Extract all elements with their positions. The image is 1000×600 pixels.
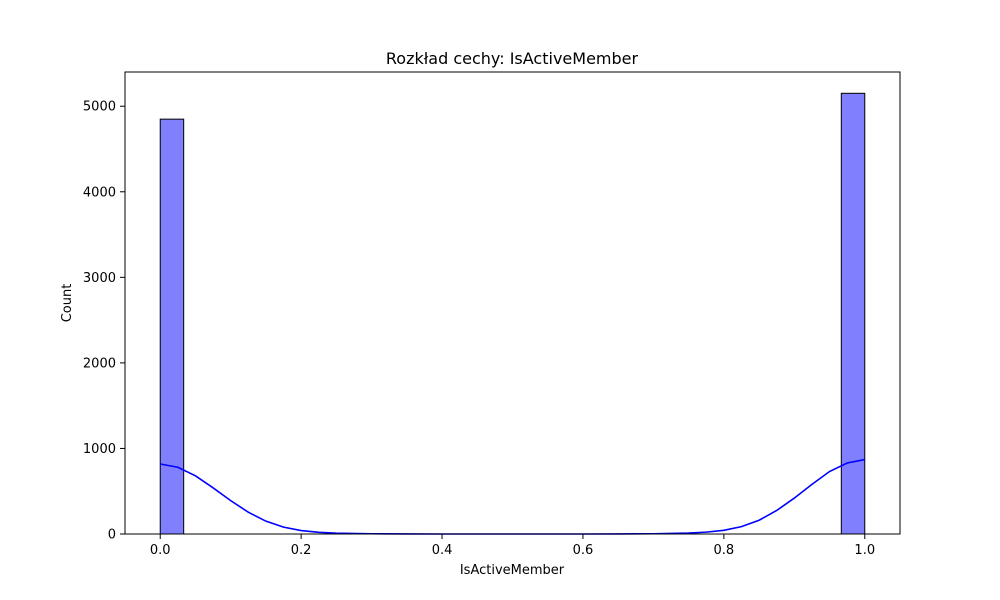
y-tick-label: 4000 xyxy=(83,185,116,200)
x-axis-ticks: 0.0 0.2 0.4 0.6 0.8 1.0 xyxy=(150,534,875,558)
x-tick-label: 0.6 xyxy=(573,543,594,558)
histogram-bar-1 xyxy=(840,92,866,535)
x-tick-label: 0.8 xyxy=(714,543,735,558)
x-axis-label: IsActiveMember xyxy=(460,563,565,578)
plot-frame xyxy=(124,71,901,535)
y-axis-label: Count xyxy=(60,284,75,323)
x-tick-label: 0.0 xyxy=(150,543,171,558)
kde-line xyxy=(160,458,865,535)
x-tick-label: 1.0 xyxy=(854,543,875,558)
x-tick-label: 0.2 xyxy=(291,543,312,558)
histogram-bar-0 xyxy=(159,118,185,535)
kde-layer xyxy=(160,458,865,535)
y-axis-ticks: 0 1000 2000 3000 4000 5000 xyxy=(83,100,125,543)
y-tick-label: 0 xyxy=(108,528,116,543)
chart-title: Rozkład cechy: IsActiveMember xyxy=(386,49,639,68)
x-tick-label: 0.4 xyxy=(432,543,453,558)
y-tick-label: 3000 xyxy=(83,271,116,286)
y-tick-label: 1000 xyxy=(83,442,116,457)
bars-layer xyxy=(159,92,866,535)
y-tick-label: 5000 xyxy=(83,100,116,115)
y-tick-label: 2000 xyxy=(83,356,116,371)
